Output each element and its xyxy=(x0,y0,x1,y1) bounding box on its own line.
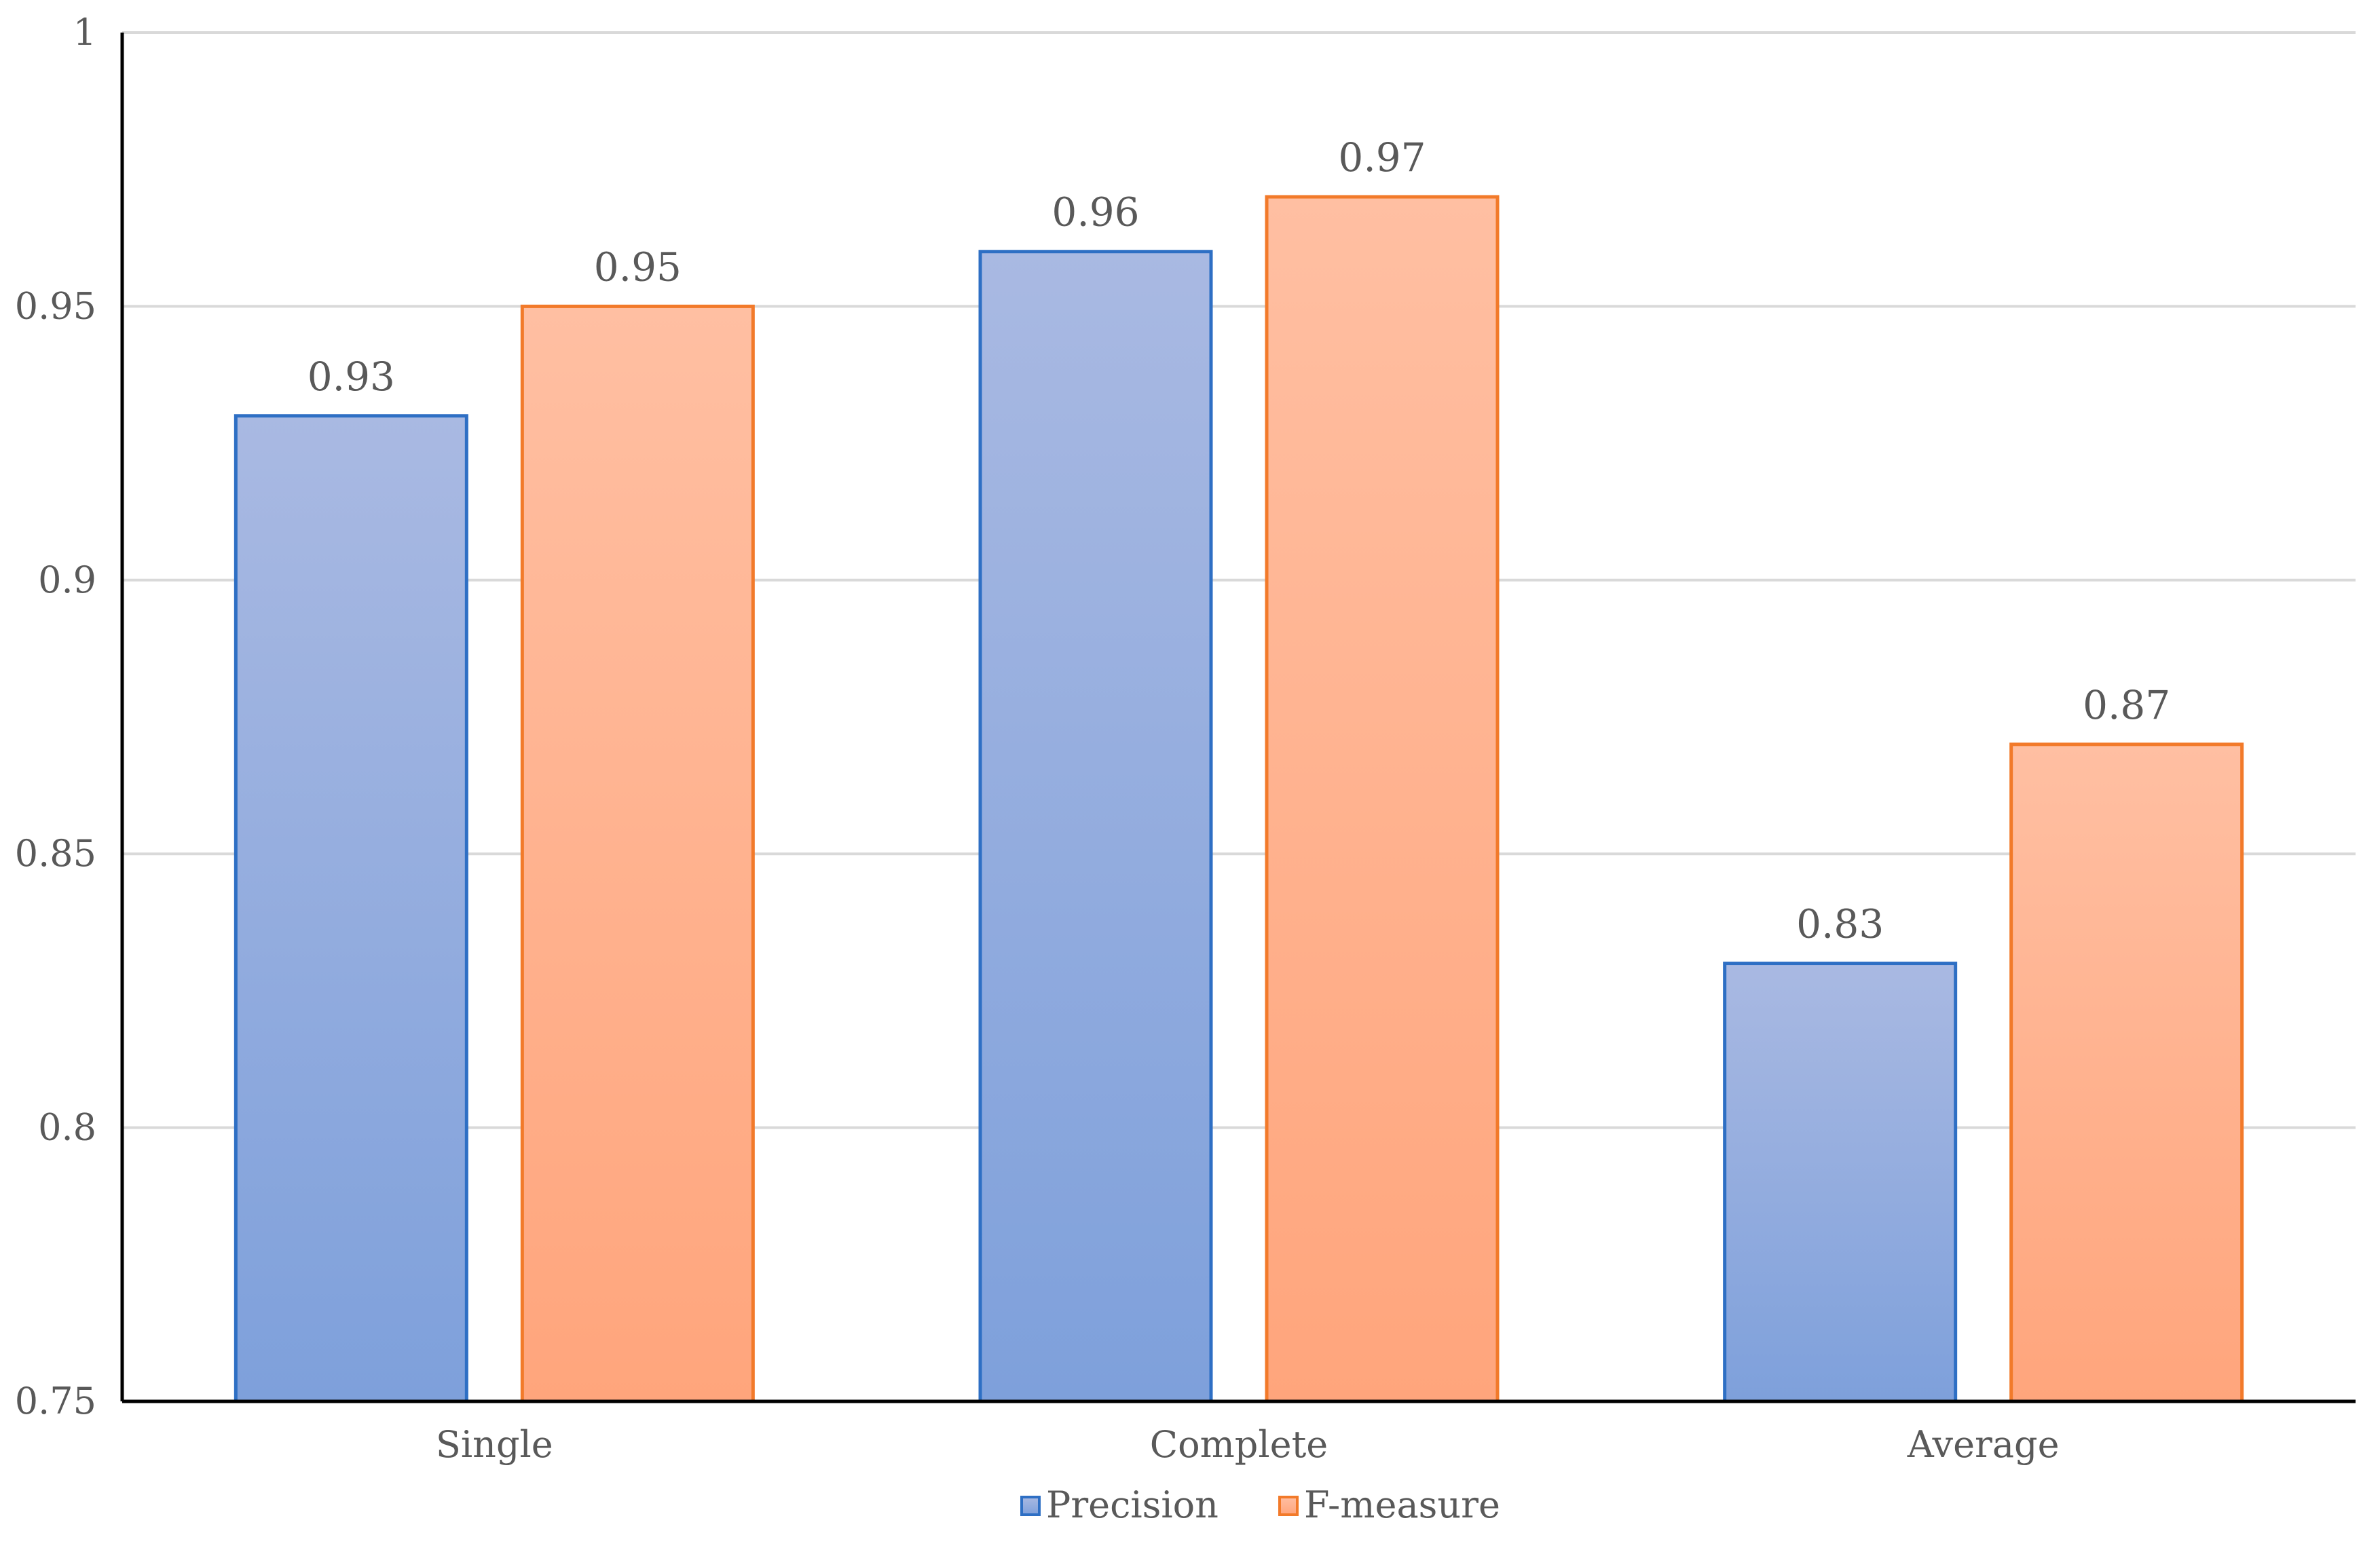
legend-swatch xyxy=(1020,1496,1041,1516)
data-label: 0.95 xyxy=(594,244,682,290)
x-category-labels: Single Complete Average xyxy=(436,1423,2060,1466)
bar-f-measure-single xyxy=(520,304,755,1403)
data-label: 0.87 xyxy=(2083,682,2170,728)
bar-precision-single xyxy=(234,414,468,1403)
axes xyxy=(120,33,2356,1403)
y-tick-label: 0.75 xyxy=(15,1380,96,1422)
y-tick-labels: 0.75 0.8 0.85 0.9 0.95 1 xyxy=(15,11,96,1422)
x-category-label: Single xyxy=(436,1423,553,1466)
gridlines xyxy=(122,31,2356,1129)
bar-f-measure-average xyxy=(2009,742,2244,1403)
data-label: 0.97 xyxy=(1338,134,1426,181)
data-labels: 0.93 0.95 0.96 0.97 0.83 0.87 xyxy=(308,134,2170,947)
bar-precision-average xyxy=(1723,962,1958,1403)
data-label: 0.93 xyxy=(308,354,395,400)
legend-swatch xyxy=(1278,1496,1299,1516)
data-label: 0.96 xyxy=(1052,189,1139,235)
bar-f-measure-complete xyxy=(1265,195,1500,1403)
y-tick-label: 0.95 xyxy=(15,284,96,327)
legend-item-precision: Precision xyxy=(1020,1483,1219,1526)
bar-precision-complete xyxy=(978,250,1213,1403)
x-category-label: Complete xyxy=(1150,1423,1328,1466)
y-tick-label: 0.85 xyxy=(15,832,96,875)
legend-label: Precision xyxy=(1046,1483,1219,1526)
legend-item-f-measure: F-measure xyxy=(1278,1483,1500,1526)
y-tick-label: 0.9 xyxy=(38,559,96,601)
bars xyxy=(234,195,2244,1403)
data-label: 0.83 xyxy=(1796,901,1884,947)
y-tick-label: 0.8 xyxy=(38,1106,96,1149)
legend-label: F-measure xyxy=(1304,1483,1500,1526)
x-category-label: Average xyxy=(1907,1423,2060,1466)
legend: Precision F-measure xyxy=(1020,1483,1500,1526)
y-tick-label: 1 xyxy=(73,11,96,54)
